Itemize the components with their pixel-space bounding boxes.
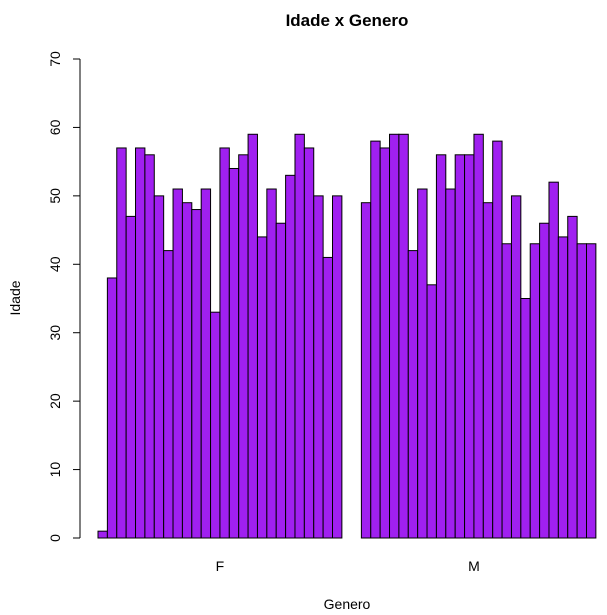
bar-M-10 — [435, 154, 447, 539]
bar-F-23 — [303, 147, 315, 539]
y-tick-label: 10 — [47, 462, 63, 478]
bar-F-3 — [116, 147, 127, 539]
bar-F-5 — [135, 147, 146, 539]
bar-F-22 — [294, 133, 305, 539]
bar-F-17 — [247, 133, 258, 539]
bar-M-8 — [417, 188, 428, 539]
y-tick-label: 30 — [47, 325, 63, 341]
bar-M-17 — [501, 243, 512, 539]
y-axis-label: Idade — [7, 280, 23, 315]
bar-M-20 — [529, 243, 541, 539]
bar-F-24 — [313, 195, 324, 539]
bar-F-21 — [285, 174, 296, 539]
bars — [97, 133, 597, 539]
bar-M-2 — [360, 202, 372, 539]
y-tick-label: 60 — [47, 119, 63, 135]
bar-F-20 — [275, 222, 287, 539]
y-tick-label: 0 — [47, 534, 63, 542]
x-group-label-M: M — [468, 558, 480, 574]
bar-M-25 — [576, 243, 587, 539]
bar-M-19 — [520, 298, 531, 539]
bar-F-6 — [144, 154, 155, 539]
bar-M-21 — [539, 222, 550, 539]
bar-F-2 — [106, 277, 118, 539]
y-tick-label: 50 — [47, 188, 63, 204]
bar-M-13 — [464, 154, 475, 539]
bar-F-15 — [228, 167, 240, 539]
x-group-label-F: F — [216, 558, 225, 574]
y-tick-label: 70 — [47, 51, 63, 67]
bar-F-13 — [210, 311, 221, 539]
bar-M-14 — [473, 133, 484, 539]
bar-M-23 — [557, 236, 569, 539]
bar-F-11 — [191, 209, 202, 539]
bar-M-12 — [454, 154, 466, 539]
bar-M-7 — [407, 250, 419, 539]
bar-M-22 — [548, 181, 559, 539]
bar-M-24 — [567, 215, 578, 539]
bar-M-15 — [482, 202, 494, 539]
bar-F-14 — [219, 147, 230, 539]
bar-F-25 — [322, 256, 333, 539]
y-tick-label: 40 — [47, 256, 63, 272]
bar-M-16 — [492, 140, 503, 539]
bar-M-3 — [370, 140, 381, 539]
bar-F-12 — [200, 188, 212, 539]
bar-F-4 — [125, 215, 137, 539]
bar-M-18 — [510, 195, 522, 539]
bar-F-1 — [97, 530, 108, 539]
bar-F-19 — [266, 188, 277, 539]
y-axis: 0 10 20 30 40 50 60 70 — [47, 51, 81, 542]
y-tick-label: 20 — [47, 393, 63, 409]
bar-M-11 — [445, 188, 456, 539]
x-axis-label: Genero — [324, 596, 371, 612]
bar-F-10 — [181, 202, 193, 539]
bar-M-5 — [389, 133, 400, 539]
bar-M-9 — [426, 284, 437, 539]
bar-F-9 — [172, 188, 183, 539]
bar-F-8 — [163, 250, 174, 539]
bar-M-4 — [379, 147, 391, 539]
bar-M-6 — [398, 133, 409, 539]
chart-title: Idade x Genero — [286, 11, 409, 30]
bar-F-18 — [256, 236, 268, 539]
bar-F-7 — [153, 195, 165, 539]
bar-F-16 — [238, 154, 249, 539]
bar-M-26 — [586, 243, 597, 539]
bar-F-26 — [332, 195, 343, 539]
